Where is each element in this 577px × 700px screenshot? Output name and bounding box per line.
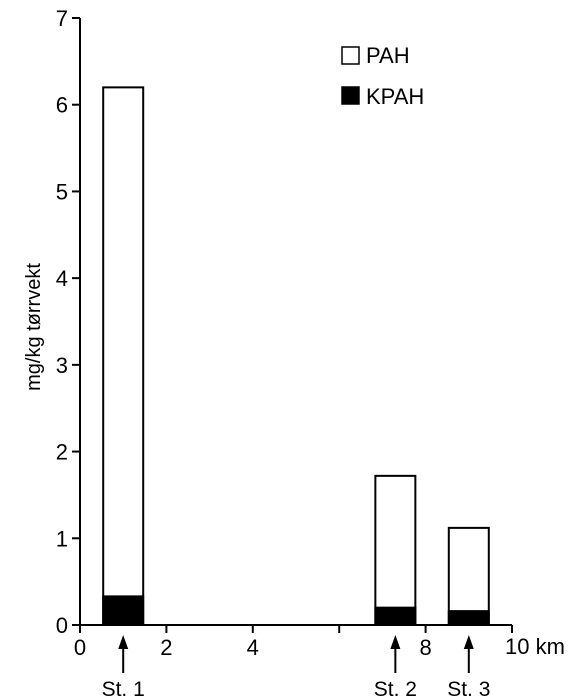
y-tick-label: 2 bbox=[56, 440, 68, 465]
x-tick-label: 4 bbox=[247, 635, 259, 660]
legend-label-kpah: KPAH bbox=[366, 84, 424, 109]
y-tick-label: 5 bbox=[56, 179, 68, 204]
bar-kpah bbox=[447, 610, 490, 627]
y-tick-label: 0 bbox=[56, 613, 68, 638]
legend: PAH KPAH bbox=[341, 43, 424, 109]
x-tick-label: 8 bbox=[419, 635, 431, 660]
y-tick-label: 4 bbox=[56, 266, 68, 291]
y-axis-ticks: 0 1 2 3 4 5 6 7 bbox=[56, 6, 80, 638]
station-markers: St. 1 St. 2 St. 3 bbox=[102, 635, 490, 700]
station-label: St. 3 bbox=[447, 678, 490, 700]
legend-label-pah: PAH bbox=[366, 43, 410, 68]
legend-swatch-kpah bbox=[341, 86, 360, 105]
station-label: St. 1 bbox=[102, 678, 145, 700]
station-label: St. 2 bbox=[374, 678, 417, 700]
y-tick-label: 6 bbox=[56, 93, 68, 118]
x-axis-ticks: 0 2 4 8 bbox=[74, 625, 513, 660]
x-tick-label: 0 bbox=[74, 635, 86, 660]
x-tick-label: 2 bbox=[160, 635, 172, 660]
bar-pah bbox=[374, 474, 417, 627]
x-axis-unit-label: 10 km bbox=[505, 634, 565, 659]
station-arrow-head bbox=[118, 635, 129, 649]
bar-kpah bbox=[102, 595, 145, 626]
y-tick-label: 7 bbox=[56, 6, 68, 31]
bar-kpah bbox=[374, 606, 417, 627]
bars-group bbox=[102, 86, 490, 627]
y-axis-title: mg/kg tørrvekt bbox=[23, 263, 45, 391]
station-arrow-head bbox=[463, 635, 474, 649]
bar-pah bbox=[102, 86, 145, 627]
legend-swatch-pah bbox=[341, 46, 360, 65]
y-tick-label: 1 bbox=[56, 526, 68, 551]
y-tick-label: 3 bbox=[56, 353, 68, 378]
station-arrow-head bbox=[390, 635, 401, 649]
